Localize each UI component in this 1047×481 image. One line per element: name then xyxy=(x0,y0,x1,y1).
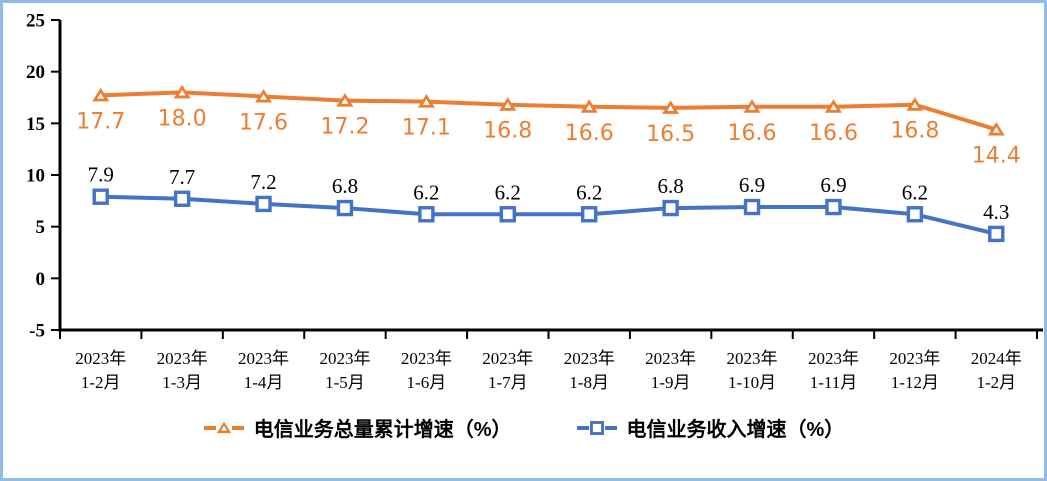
square-marker xyxy=(825,198,842,216)
square-marker xyxy=(255,195,272,213)
x-category-label: 2023年 1-4月 xyxy=(238,349,289,392)
data-label: 16.6 xyxy=(809,121,858,146)
data-label: 6.2 xyxy=(576,180,602,204)
data-label: 16.6 xyxy=(728,121,777,146)
triangle-marker-hole xyxy=(504,102,512,108)
triangle-marker-hole xyxy=(422,99,430,105)
x-category-label: 2023年 1-7月 xyxy=(482,349,533,392)
y-tick-label: 0 xyxy=(36,269,46,290)
data-label: 14.4 xyxy=(972,144,1021,169)
x-category-label: 2023年 1-3月 xyxy=(157,349,208,392)
x-category-label: 2023年 1-8月 xyxy=(564,349,615,392)
data-label: 4.3 xyxy=(983,200,1009,224)
y-tick-label: 10 xyxy=(26,166,45,187)
x-category-label: 2023年 1-11月 xyxy=(808,349,859,392)
x-category-label: 2023年 1-9月 xyxy=(645,349,696,392)
data-label: 17.1 xyxy=(402,116,451,141)
triangle-marker-hole xyxy=(830,104,837,110)
triangle-marker-hole xyxy=(992,126,1000,133)
y-tick-label: 20 xyxy=(26,62,45,83)
x-category-label: 2023年 1-2月 xyxy=(75,349,126,392)
chart-legend: 电信业务总量累计增速（%） 电信业务收入增速（%） xyxy=(3,413,1044,442)
y-tick-label: 25 xyxy=(26,11,45,32)
square-marker xyxy=(499,206,516,223)
square-marker xyxy=(418,206,435,223)
square-marker xyxy=(906,206,924,223)
x-category-label: 2023年 1-5月 xyxy=(319,349,370,392)
data-label: 6.8 xyxy=(332,174,358,198)
data-label: 16.6 xyxy=(565,121,614,146)
x-category-label: 2023年 1-12月 xyxy=(889,349,940,392)
data-label: 7.9 xyxy=(88,163,114,187)
triangle-marker-hole xyxy=(911,102,919,108)
x-category-label: 2024年 1-2月 xyxy=(971,349,1022,392)
data-label: 17.2 xyxy=(320,115,369,140)
series-1: 7.9 7.7 7.2 6.8 6.2 6.2 6.2 6.8 6.9 6.9 6.2 4.3 xyxy=(88,163,1009,243)
data-label: 7.7 xyxy=(169,165,195,189)
x-category-label: 2023年 1-10月 xyxy=(727,349,778,392)
x-category-label: 2023年 1-6月 xyxy=(401,349,452,392)
square-marker xyxy=(662,199,679,217)
square-marker xyxy=(173,190,191,207)
triangle-marker-hole xyxy=(220,425,227,431)
data-label: 6.9 xyxy=(820,173,846,197)
data-label: 17.7 xyxy=(76,109,125,134)
line-chart: -5 0 5 10 15 20 25 2023年 1-2月 2023年 1-3月 2023年 1-4月 2… xyxy=(26,11,1043,392)
data-label: 6.2 xyxy=(495,180,521,204)
data-label: 16.8 xyxy=(483,119,532,144)
data-label: 18.0 xyxy=(158,106,207,131)
square-marker xyxy=(336,199,354,217)
data-label: 6.9 xyxy=(739,173,765,197)
data-label: 6.8 xyxy=(658,174,684,198)
y-tick-label: -5 xyxy=(29,321,45,342)
data-label: 17.6 xyxy=(239,110,288,135)
triangle-marker-hole xyxy=(667,105,675,112)
square-marker xyxy=(581,206,598,223)
series-line xyxy=(98,194,999,236)
axes: -5 0 5 10 15 20 25 2023年 1-2月 2023年 1-3月 2023年 1-4月 2… xyxy=(26,11,1043,392)
data-label: 6.2 xyxy=(902,180,928,204)
square-marker xyxy=(92,188,109,205)
square-marker xyxy=(589,420,604,435)
legend-label: 电信业务收入增速（%） xyxy=(626,419,845,441)
legend-label: 电信业务总量累计增速（%） xyxy=(253,419,512,441)
data-label: 16.8 xyxy=(890,119,939,144)
series-0: 17.7 18.0 17.6 17.2 17.1 16.8 16.6 16.5 16.6 16.6… xyxy=(76,84,1021,169)
series-line xyxy=(98,90,999,132)
square-marker xyxy=(988,225,1005,243)
triangle-marker-hole xyxy=(260,93,267,100)
y-tick-label: 5 xyxy=(36,217,46,238)
triangle-marker-hole xyxy=(341,98,349,104)
data-label: 6.2 xyxy=(413,180,439,204)
triangle-line-legend-icon xyxy=(203,421,244,433)
triangle-marker-hole xyxy=(585,104,593,110)
y-tick-label: 15 xyxy=(26,114,45,135)
data-label: 16.5 xyxy=(646,122,695,147)
triangle-marker-hole xyxy=(178,89,186,96)
legend-item-revenue-growth: 电信业务收入增速（%） xyxy=(576,413,845,442)
data-label: 7.2 xyxy=(250,170,276,194)
legend-item-total-volume-growth: 电信业务总量累计增速（%） xyxy=(203,413,512,442)
square-line-legend-icon xyxy=(576,420,617,435)
triangle-marker-hole xyxy=(97,92,105,99)
triangle-marker-hole xyxy=(748,104,756,110)
square-marker xyxy=(743,198,761,216)
